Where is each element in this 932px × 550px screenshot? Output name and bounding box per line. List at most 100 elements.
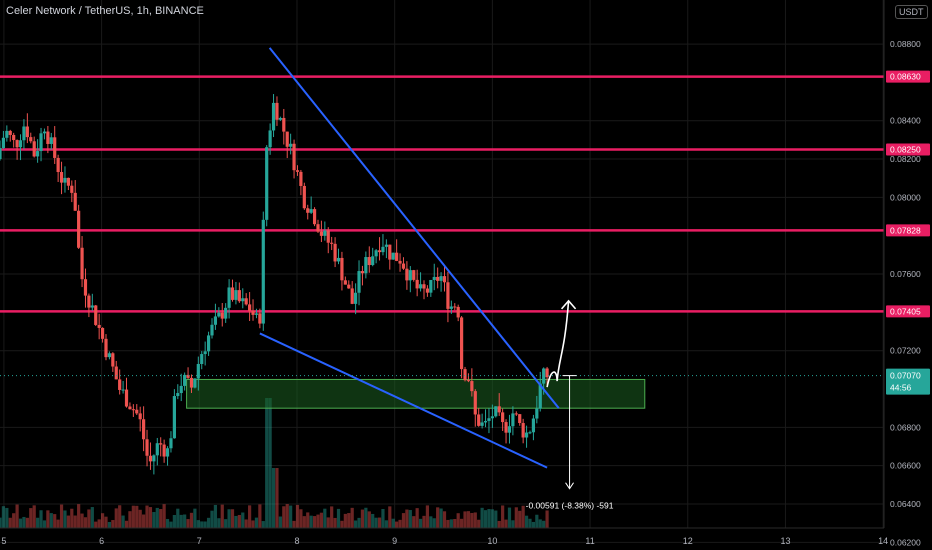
volume-bar	[244, 519, 248, 528]
candle-body	[302, 185, 306, 209]
volume-bar	[258, 504, 262, 528]
candle-body	[234, 290, 238, 300]
candle-body	[395, 252, 399, 261]
volume-bar	[165, 518, 170, 528]
resistance-price-label: 0.07828	[890, 225, 921, 235]
volume-bar	[473, 512, 477, 528]
volume-bar	[248, 505, 252, 528]
volume-bar	[46, 510, 50, 528]
candle-body	[12, 134, 16, 141]
candle-body	[518, 414, 522, 424]
candle-body	[241, 298, 245, 302]
candle-body	[165, 448, 170, 457]
candle-body	[59, 172, 64, 183]
chart-grid	[0, 0, 884, 543]
candle-body	[15, 140, 19, 148]
volume-bar	[336, 508, 341, 528]
candle-body	[381, 246, 385, 253]
volume-bar	[350, 507, 354, 528]
candle-body	[316, 224, 320, 232]
candle-body	[36, 151, 40, 157]
volume-bar	[230, 509, 235, 528]
volume-bar	[138, 509, 142, 528]
volume-bar	[183, 514, 187, 528]
volume-bar	[545, 510, 549, 528]
candle-body	[511, 413, 515, 427]
candle-body	[107, 353, 112, 358]
volume-bar	[80, 513, 84, 528]
volume-bar	[237, 514, 241, 528]
candle-body	[528, 432, 532, 434]
candle-body	[401, 263, 406, 269]
volume-bar	[53, 514, 57, 528]
volume-bar	[453, 519, 457, 528]
volume-bar	[487, 509, 491, 528]
volume-bar	[114, 508, 118, 528]
volume-bar	[456, 513, 460, 528]
volume-bar	[466, 511, 471, 528]
volume-bar	[542, 520, 546, 528]
support-zone[interactable]	[186, 378, 646, 409]
candlesticks	[0, 94, 549, 475]
candle-body	[377, 250, 382, 253]
volume-bar	[189, 512, 194, 528]
volume-bar	[63, 510, 67, 528]
candle-body	[183, 374, 187, 386]
candle-body	[90, 305, 94, 308]
candle-body	[138, 413, 142, 420]
resistance-price-tag	[886, 143, 930, 156]
candle-body	[104, 338, 108, 358]
resistance-price-label: 0.08250	[890, 144, 921, 154]
volume-bar	[340, 520, 344, 528]
volume-bar	[42, 520, 47, 528]
volume-bar	[282, 506, 286, 528]
candle-body	[282, 117, 286, 132]
volume-bar	[49, 513, 53, 528]
volume-bar	[418, 518, 423, 528]
candle-body	[271, 102, 276, 131]
time-tick-label: 12	[683, 536, 693, 546]
volume-bar	[384, 520, 388, 528]
volume-bar	[309, 515, 313, 528]
candle-body	[319, 231, 324, 236]
volume-bar	[268, 398, 272, 528]
volume-bar	[483, 510, 488, 528]
candle-body	[5, 130, 9, 138]
volume-bar	[29, 508, 33, 528]
candle-body	[545, 368, 549, 378]
trend-lines[interactable]	[259, 47, 560, 469]
candle-body	[535, 408, 539, 419]
resistance-levels[interactable]	[0, 75, 884, 313]
currency-button[interactable]: USDT	[895, 5, 928, 19]
volume-bar	[251, 520, 255, 528]
candle-body	[295, 170, 300, 172]
volume-bar	[15, 504, 19, 528]
measure-label: -0.00591 (-8.38%) -591	[526, 501, 614, 511]
volume-bar	[449, 519, 453, 528]
candle-body	[326, 230, 330, 243]
resistance-price-tag	[886, 305, 930, 318]
volume-bar	[415, 508, 419, 528]
candle-body	[131, 409, 135, 411]
volume-bar	[306, 512, 310, 528]
volume-bar	[347, 513, 351, 528]
candle-body	[49, 137, 53, 144]
volume-bar	[364, 507, 368, 528]
projection-arrow-path	[546, 300, 570, 388]
volume-bar	[100, 513, 105, 528]
candle-body	[66, 177, 70, 186]
candle-body	[336, 257, 341, 262]
volume-bar	[111, 520, 115, 528]
candle-body	[524, 432, 529, 438]
candle-body	[210, 324, 214, 336]
volume-bar	[1, 506, 6, 528]
volume-bar	[535, 514, 539, 528]
candle-body	[432, 276, 436, 280]
candle-body	[521, 423, 525, 438]
candle-body	[53, 137, 57, 158]
candle-body	[422, 284, 426, 289]
volume-bar	[446, 519, 450, 528]
wedge-trend-line	[268, 47, 560, 409]
